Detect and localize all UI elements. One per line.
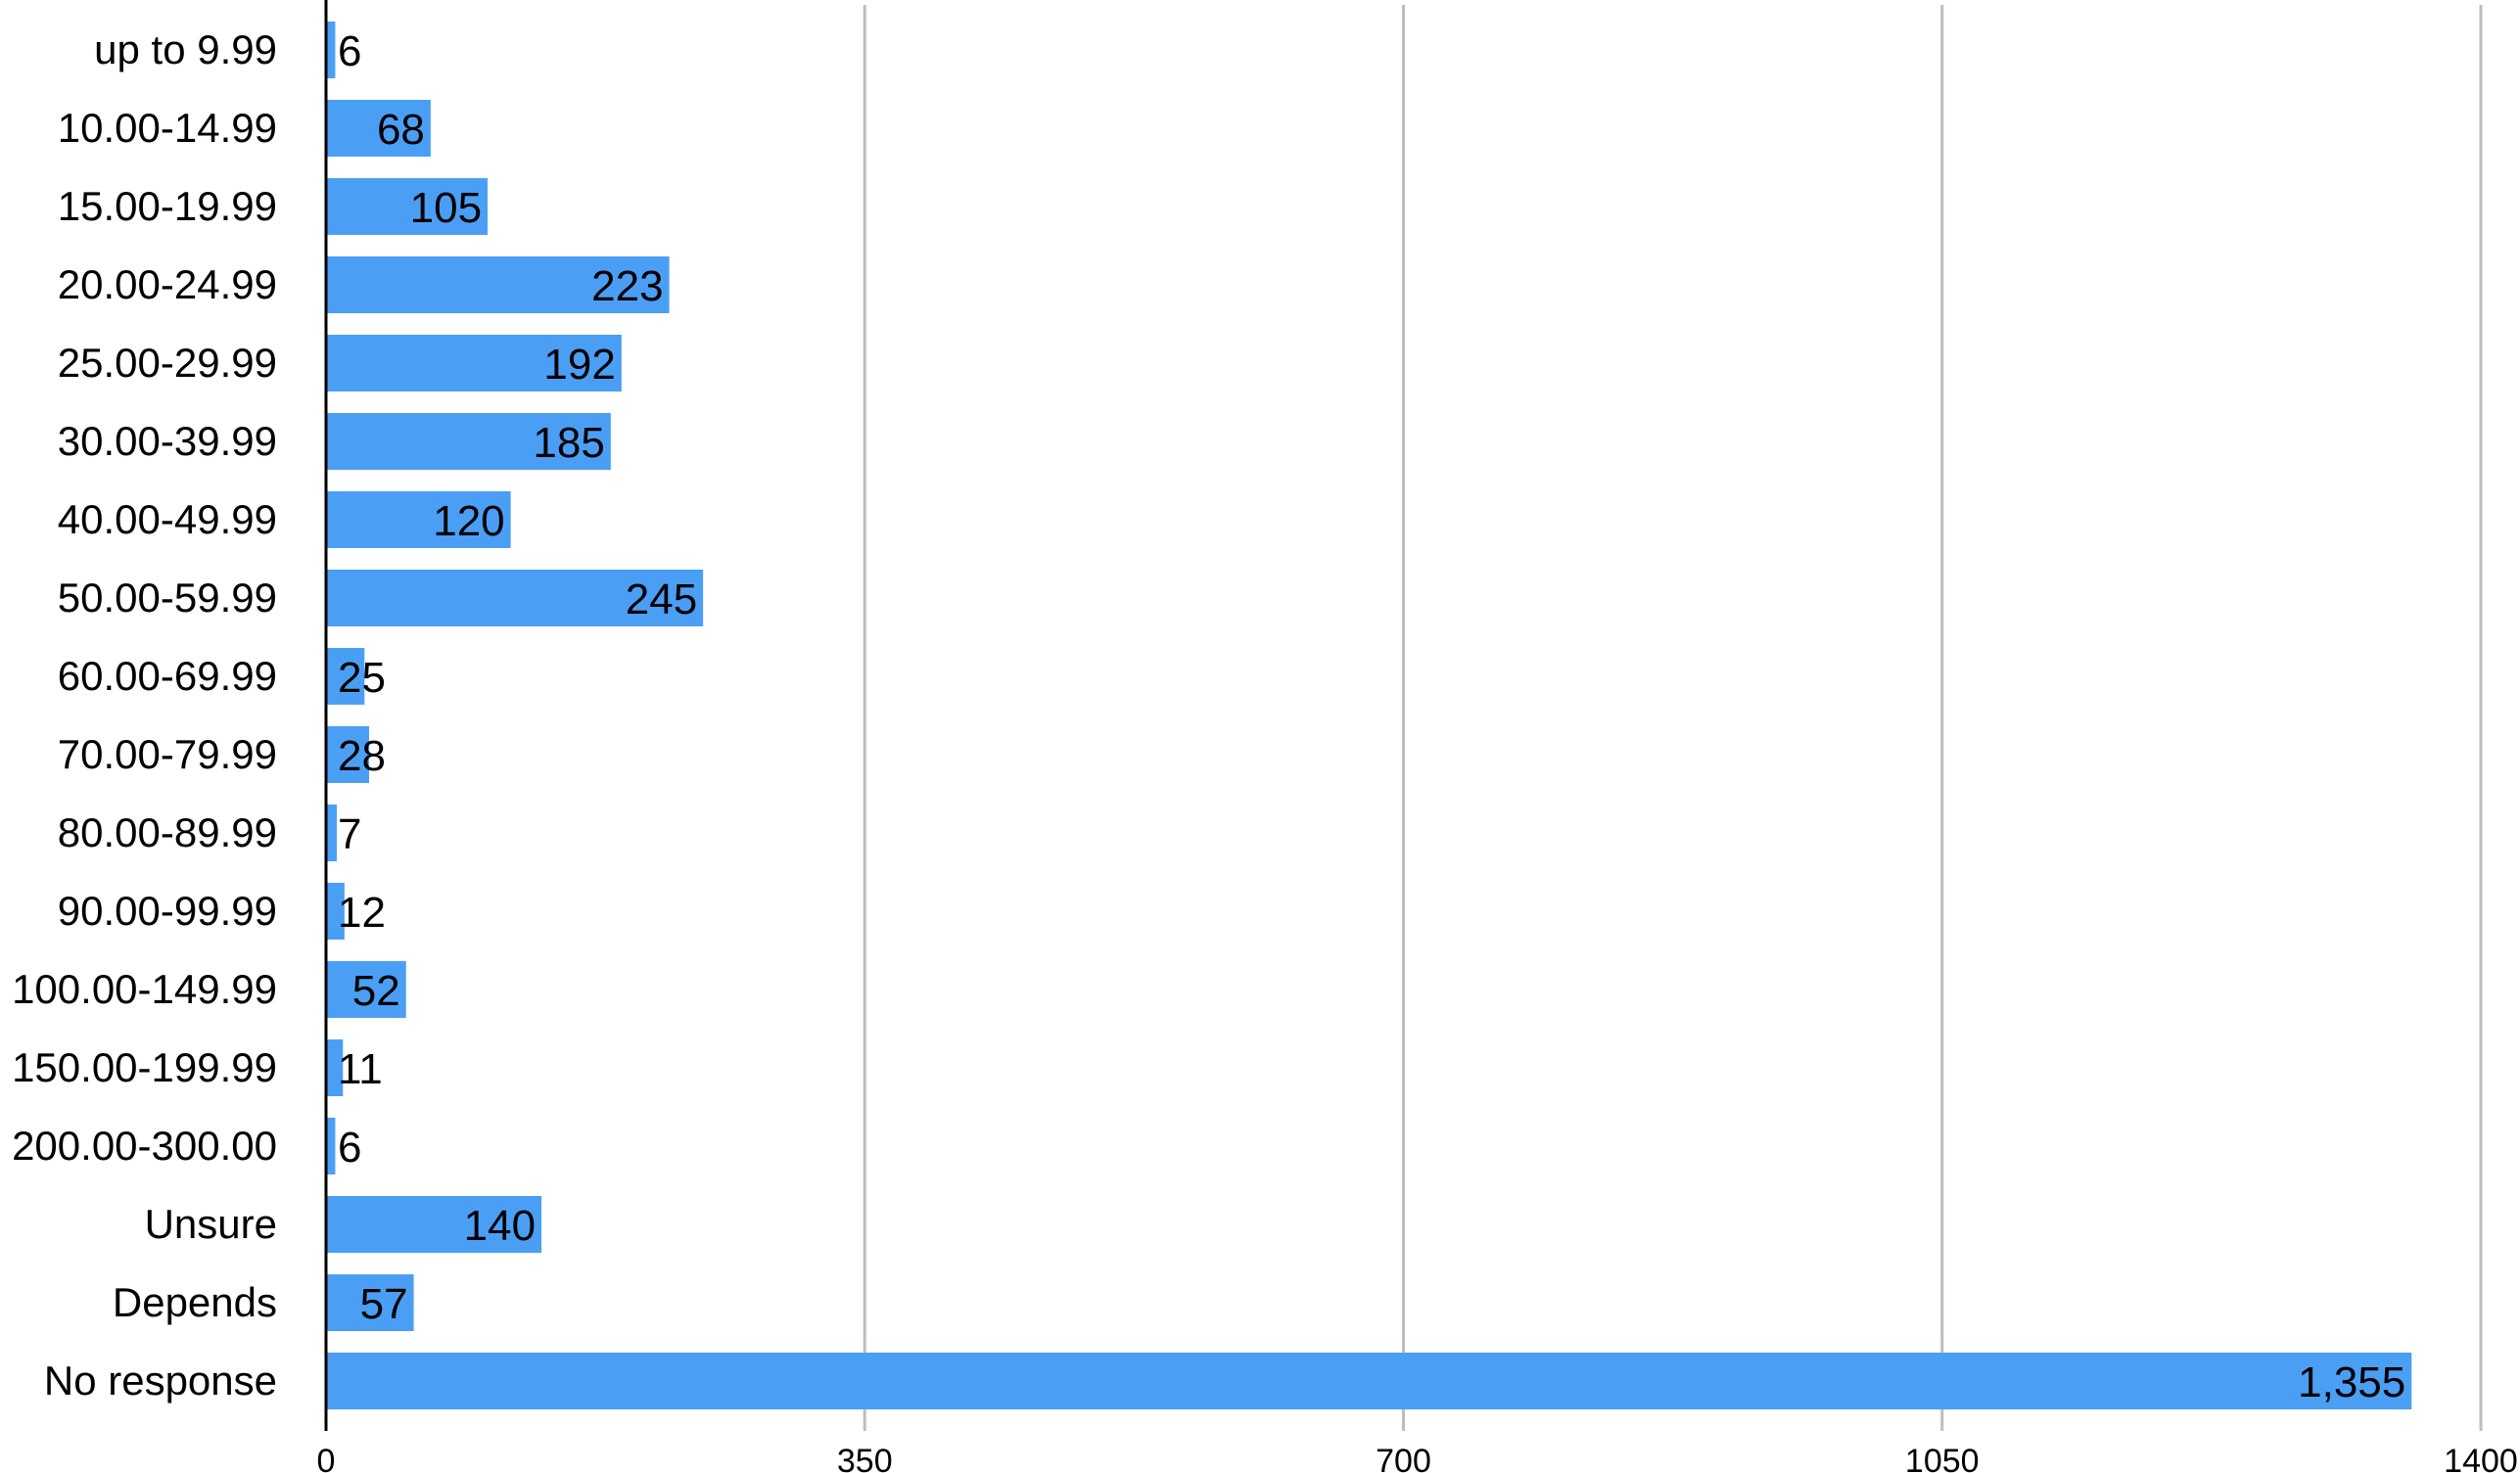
category-label: 80.00-89.99 — [58, 809, 277, 855]
value-label: 1,355 — [2298, 1358, 2405, 1406]
value-label: 6 — [338, 27, 361, 75]
value-label: 192 — [543, 341, 615, 389]
value-label: 245 — [626, 575, 697, 623]
category-label: No response — [44, 1358, 277, 1404]
bar — [326, 178, 489, 235]
value-label: 12 — [338, 889, 386, 937]
category-label: up to 9.99 — [94, 26, 277, 72]
x-tick-label: 0 — [317, 1443, 336, 1473]
category-label: 90.00-99.99 — [58, 888, 277, 934]
bar — [326, 335, 622, 391]
value-label: 6 — [338, 1124, 361, 1172]
value-label: 68 — [377, 106, 425, 154]
bar — [326, 100, 431, 157]
value-label: 7 — [338, 810, 361, 858]
bar — [326, 1196, 542, 1253]
category-label: 100.00-149.99 — [12, 966, 277, 1012]
bars — [326, 22, 2412, 1409]
bar — [326, 1353, 2412, 1409]
value-label: 25 — [338, 654, 386, 702]
value-label: 52 — [352, 967, 400, 1015]
category-label: 25.00-29.99 — [58, 340, 277, 386]
category-label: 70.00-79.99 — [58, 731, 277, 777]
value-label: 223 — [591, 262, 663, 310]
x-tick-label: 1050 — [1905, 1443, 1980, 1473]
value-label: 57 — [360, 1280, 408, 1328]
category-label: 60.00-69.99 — [58, 653, 277, 699]
bar — [326, 648, 365, 705]
bar — [326, 413, 611, 470]
x-tick-label: 700 — [1376, 1443, 1431, 1473]
category-label: 30.00-39.99 — [58, 418, 277, 464]
value-label: 120 — [433, 497, 504, 545]
category-label: 10.00-14.99 — [58, 105, 277, 151]
value-label: 185 — [533, 419, 604, 467]
labels: 0 350 700 1050 1400 up to 9.99 6 10.00-14.99 68 1… — [12, 26, 2518, 1473]
category-label: 200.00-300.00 — [12, 1123, 277, 1169]
bar — [326, 1274, 414, 1331]
bar — [326, 1118, 336, 1174]
category-label: 150.00-199.99 — [12, 1044, 277, 1090]
bar — [326, 726, 370, 783]
bar — [326, 570, 704, 626]
bar — [326, 22, 336, 78]
x-tick-label: 350 — [837, 1443, 893, 1473]
bar — [326, 256, 670, 313]
category-label: Unsure — [145, 1201, 277, 1247]
category-label: 50.00-59.99 — [58, 575, 277, 621]
bar — [326, 491, 511, 548]
bar — [326, 961, 406, 1018]
value-label: 28 — [338, 732, 386, 780]
value-label: 140 — [464, 1202, 536, 1250]
bar — [326, 883, 345, 940]
category-label: 20.00-24.99 — [58, 261, 277, 307]
grid-lines — [863, 5, 2483, 1431]
bar — [326, 805, 338, 861]
category-label: Depends — [113, 1279, 277, 1325]
bar — [326, 1039, 344, 1096]
value-label: 105 — [410, 184, 482, 232]
value-label: 11 — [338, 1045, 383, 1093]
category-label: 40.00-49.99 — [58, 496, 277, 542]
category-label: 15.00-19.99 — [58, 183, 277, 229]
x-tick-label: 1400 — [2444, 1443, 2518, 1473]
